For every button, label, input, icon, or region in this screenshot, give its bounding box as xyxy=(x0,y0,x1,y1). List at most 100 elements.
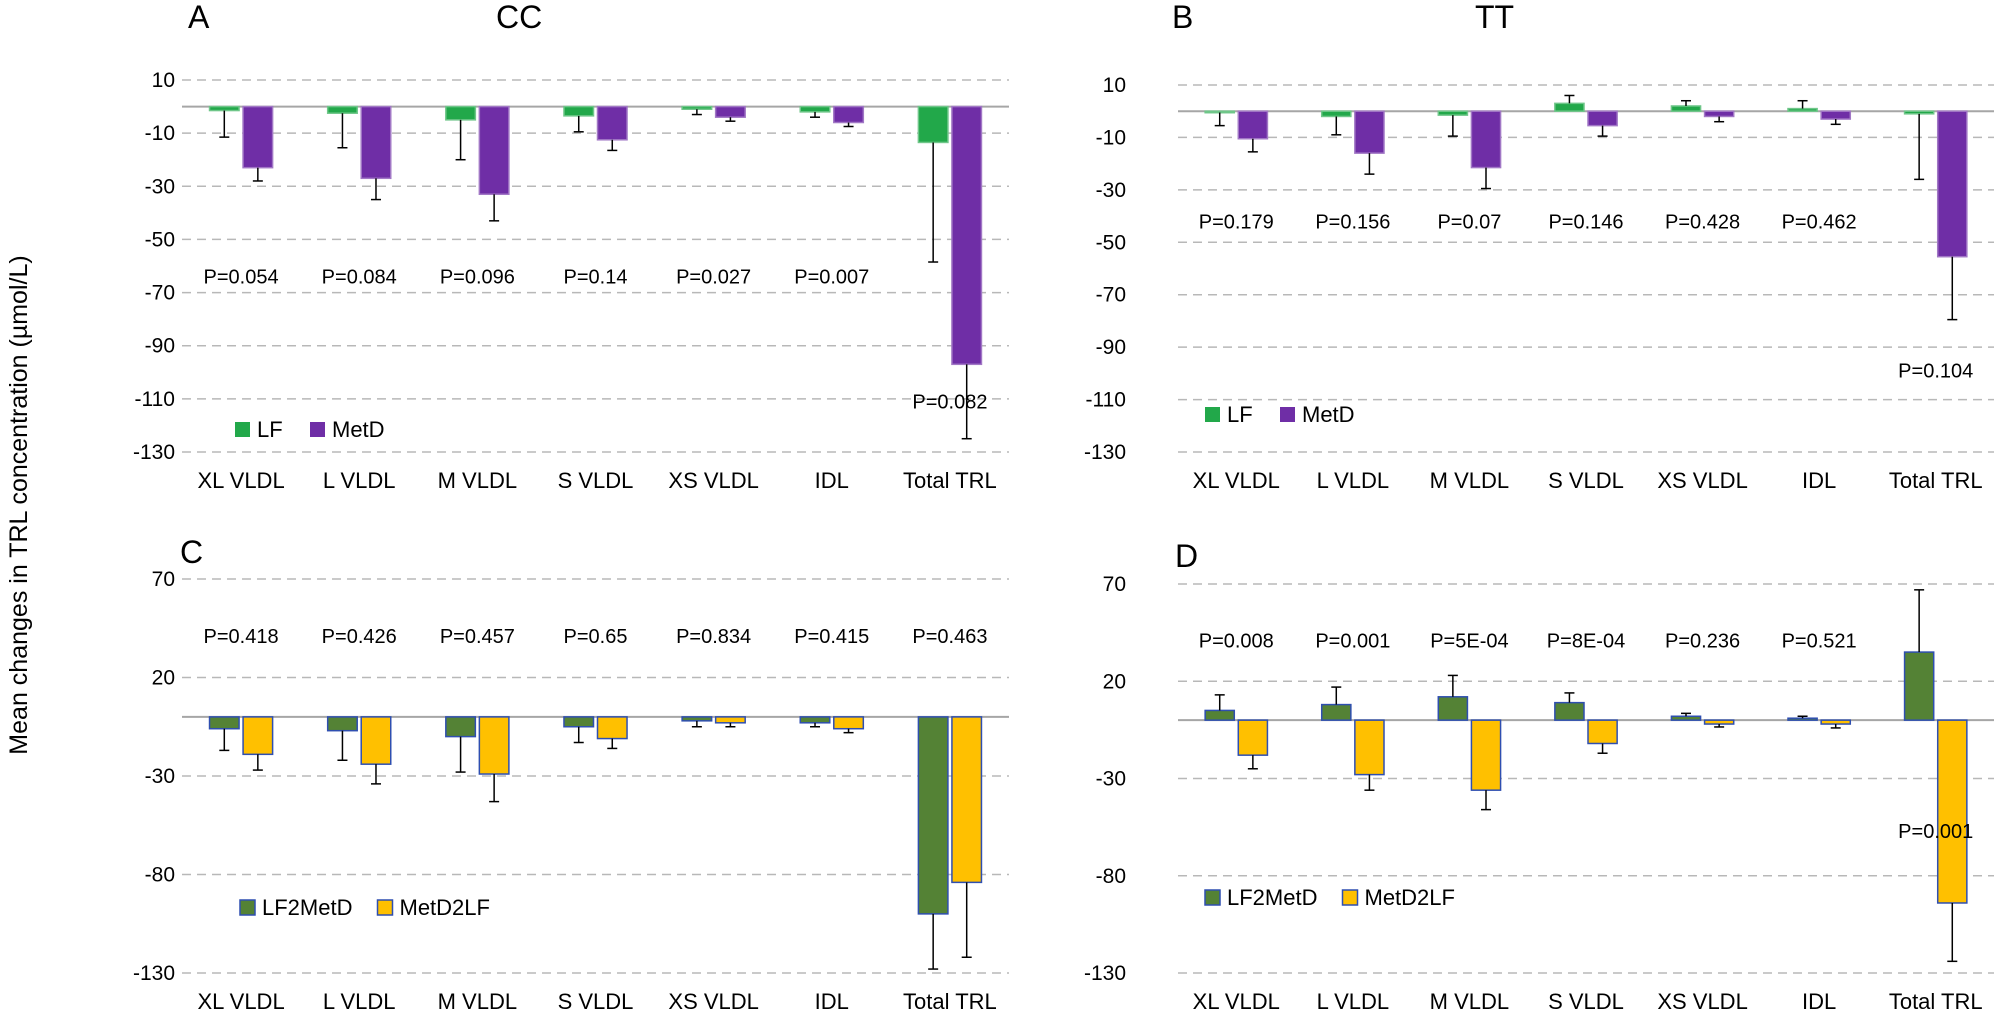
y-tick-label: -70 xyxy=(1096,284,1126,307)
x-tick-label: S VLDL xyxy=(558,989,634,1014)
p-value-label: P=0.463 xyxy=(912,626,987,648)
p-value-label: P=0.146 xyxy=(1548,211,1623,233)
panel-letter: C xyxy=(180,534,203,570)
bar-lf xyxy=(326,105,358,114)
chart-panel-c: 70 20 -30 -80 -130 XL VLDL L VLDL M VLDL S VLDL X… xyxy=(133,534,1009,1014)
bar-metd2lf xyxy=(242,716,274,756)
legend-label: MetD xyxy=(332,417,385,442)
x-tick-label: IDL xyxy=(815,468,849,493)
bar-lf2metd xyxy=(208,716,240,730)
bar-lf2metd xyxy=(1204,709,1236,721)
bar-metd2lf xyxy=(833,716,865,730)
p-value-label: P=0.084 xyxy=(322,267,397,289)
bar-metd2lf xyxy=(1587,719,1618,745)
x-tick-label: XL VLDL xyxy=(197,468,284,493)
bar-lf xyxy=(1204,110,1236,114)
bar-lf xyxy=(1903,110,1935,115)
p-value-label: P=0.001 xyxy=(1898,821,1973,843)
y-tick-label: -80 xyxy=(145,864,175,887)
bar-lf2metd xyxy=(1437,696,1469,721)
y-tick-label: -50 xyxy=(145,228,175,251)
bar-lf2metd xyxy=(1670,715,1702,721)
x-tick-label: L VLDL xyxy=(1317,468,1390,493)
x-tick-label: Total TRL xyxy=(903,468,997,493)
y-tick-label: 70 xyxy=(1103,573,1126,596)
x-tick-label: S VLDL xyxy=(558,468,634,493)
bar-lf xyxy=(445,105,477,121)
x-tick-label: S VLDL xyxy=(1548,468,1624,493)
y-tick-label: 20 xyxy=(1103,670,1126,693)
bar-lf xyxy=(799,105,831,113)
y-tick-label: -10 xyxy=(145,122,175,145)
x-tick-label: IDL xyxy=(1802,468,1836,493)
x-tick-label: Total TRL xyxy=(1889,468,1983,493)
bar-lf xyxy=(563,105,595,117)
p-value-label: P=0.418 xyxy=(204,626,279,648)
x-tick-label: M VLDL xyxy=(1430,468,1509,493)
bar-lf2metd xyxy=(445,716,477,738)
bar-metd2lf xyxy=(951,716,983,884)
p-value-label: P=0.521 xyxy=(1782,630,1857,652)
y-tick-label: -50 xyxy=(1096,231,1126,254)
p-value-label: P=0.07 xyxy=(1437,211,1501,233)
p-value-label: P=0.65 xyxy=(564,626,628,648)
x-tick-label: M VLDL xyxy=(438,468,517,493)
bar-lf xyxy=(917,105,949,144)
bar-metd2lf xyxy=(596,716,628,740)
p-value-label: P=0.14 xyxy=(564,267,628,289)
y-tick-label: -90 xyxy=(145,335,175,358)
bar-metd2lf xyxy=(360,716,392,765)
y-tick-label: -130 xyxy=(1084,962,1126,985)
x-tick-label: Total TRL xyxy=(903,989,997,1014)
p-value-label: P=8E-04 xyxy=(1547,630,1625,652)
p-value-label: P=5E-04 xyxy=(1430,630,1508,652)
y-tick-label: -110 xyxy=(1086,389,1126,412)
p-value-label: P=0.054 xyxy=(204,267,279,289)
bar-lf2metd xyxy=(681,716,713,722)
p-value-label: P=0.156 xyxy=(1315,211,1390,233)
bar-lf xyxy=(1554,102,1585,112)
y-tick-label: 70 xyxy=(152,568,175,591)
bar-lf xyxy=(1670,105,1702,112)
y-tick-label: -70 xyxy=(145,282,175,305)
bar-metd2lf xyxy=(1936,719,1968,904)
legend-swatch xyxy=(1205,407,1220,422)
legend-swatch xyxy=(239,899,256,916)
legend-label: LF2MetD xyxy=(1227,885,1317,910)
bar-metd xyxy=(1470,110,1502,169)
bar-lf2metd xyxy=(1554,701,1585,721)
panel-letter: D xyxy=(1175,538,1198,574)
y-tick-label: -130 xyxy=(1084,441,1126,464)
y-tick-label: -130 xyxy=(133,441,175,464)
y-tick-label: -80 xyxy=(1096,865,1126,888)
x-tick-label: L VLDL xyxy=(1317,989,1390,1014)
x-tick-label: XL VLDL xyxy=(197,989,284,1014)
p-value-label: P=0.236 xyxy=(1665,630,1740,652)
panel-title: TT xyxy=(1475,0,1514,35)
legend-swatch xyxy=(310,422,325,437)
bar-metd xyxy=(1703,110,1735,118)
bar-lf2metd xyxy=(1787,717,1818,721)
y-tick-label: -30 xyxy=(145,175,175,198)
legend-label: LF xyxy=(1227,402,1253,427)
x-tick-label: XS VLDL xyxy=(668,468,759,493)
p-value-label: P=0.457 xyxy=(440,626,515,648)
bar-lf2metd xyxy=(563,716,595,728)
bar-metd xyxy=(1237,110,1269,140)
x-tick-label: Total TRL xyxy=(1889,989,1983,1014)
y-tick-label: 20 xyxy=(152,667,175,690)
legend-swatch xyxy=(235,422,250,437)
y-tick-label: 10 xyxy=(1103,74,1126,97)
p-value-label: P=0.104 xyxy=(1898,361,1973,383)
x-tick-label: L VLDL xyxy=(323,468,396,493)
x-tick-label: XL VLDL xyxy=(1193,468,1280,493)
bar-lf xyxy=(1787,107,1818,112)
bar-metd2lf xyxy=(478,716,510,775)
bar-lf2metd xyxy=(326,716,358,732)
bar-lf xyxy=(208,105,240,112)
p-value-label: P=0.096 xyxy=(440,267,515,289)
panel-letter: B xyxy=(1172,0,1193,35)
bar-metd xyxy=(951,105,983,366)
p-value-label: P=0.001 xyxy=(1315,630,1390,652)
